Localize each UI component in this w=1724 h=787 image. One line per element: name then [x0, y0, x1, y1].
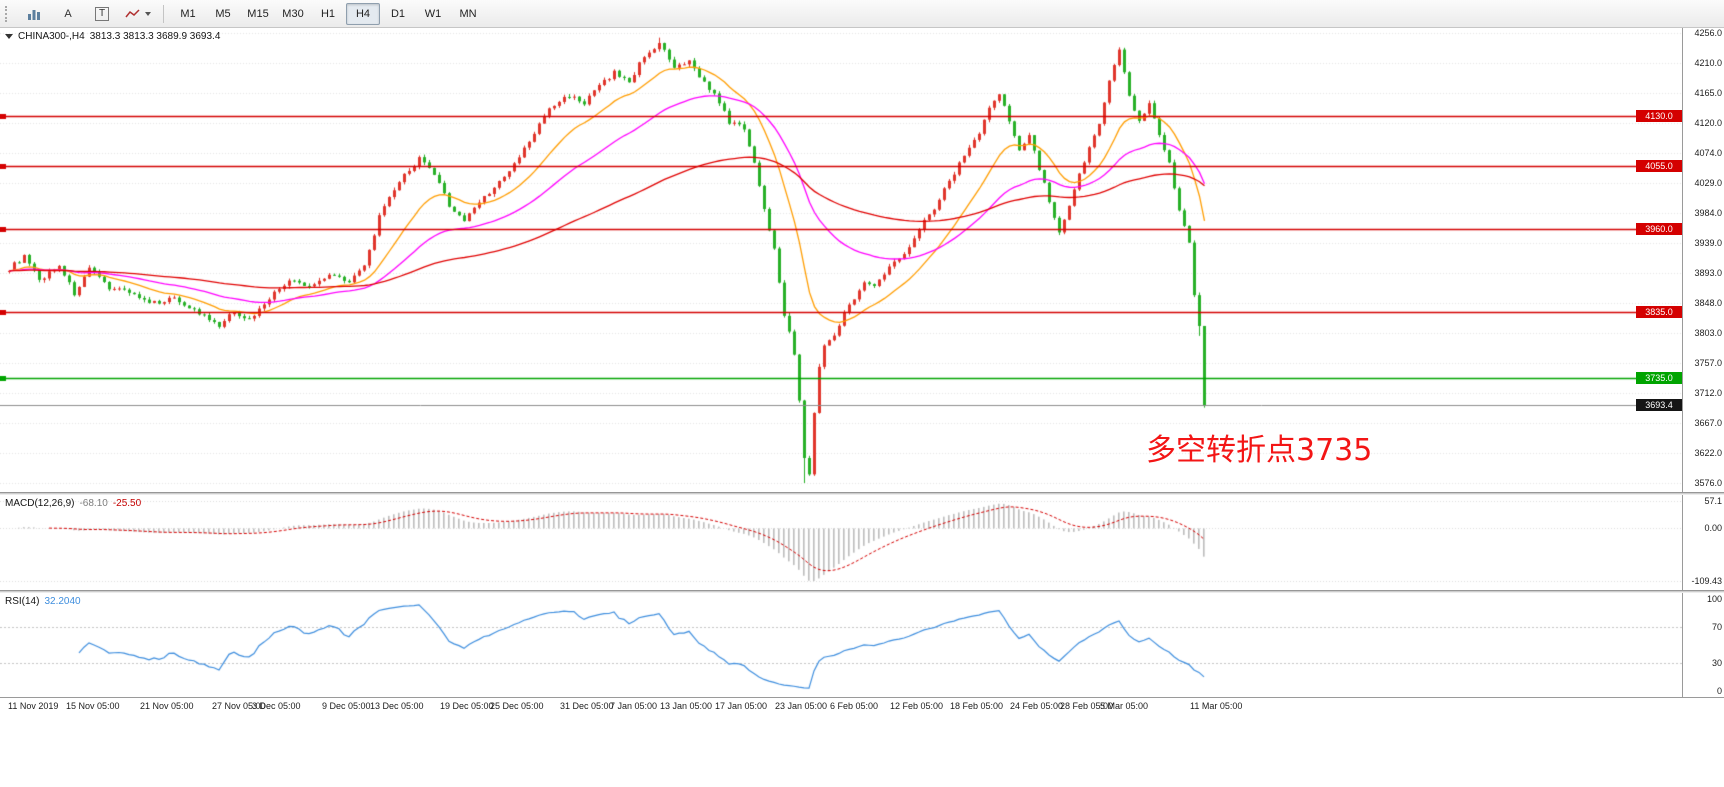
- rsi-scale-label: 30: [1711, 658, 1722, 669]
- time-axis-label: 21 Nov 05:00: [140, 701, 194, 711]
- time-axis-label: 28 Feb 05:00: [1060, 701, 1114, 711]
- level-price-tag: 4055.0: [1636, 160, 1682, 172]
- macd-panel: MACD(12,26,9) -68.10 -25.50 57.1 0.00 -109…: [0, 495, 1724, 590]
- price-scale-label: 4120.0: [1694, 118, 1722, 128]
- rsi-scale-label: 100: [1706, 594, 1722, 604]
- macd-value: -68.10: [79, 498, 108, 509]
- rsi-scale[interactable]: 100 70 30 0: [1682, 593, 1724, 697]
- price-scale[interactable]: 4256.0 4210.0 4165.0 4120.0 4074.0 4029.0 3984…: [1682, 28, 1724, 492]
- time-axis-label: 13 Jan 05:00: [660, 701, 713, 711]
- time-axis-label: 11 Nov 2019: [8, 701, 59, 711]
- toolbar: A T M1 M5 M15 M30 H1 H4 D1 W1 MN: [0, 0, 1724, 28]
- rsi-scale-label: 0: [1716, 686, 1722, 696]
- price-scale-label: 3757.0: [1694, 358, 1722, 369]
- panel-separator[interactable]: [0, 590, 1724, 593]
- price-scale-label: 3939.0: [1694, 237, 1722, 248]
- time-axis-label: 25 Dec 05:00: [490, 701, 544, 711]
- price-scale-label: 3984.0: [1694, 208, 1722, 218]
- time-axis[interactable]: 11 Nov 2019 15 Nov 05:00 21 Nov 05:00 27 No…: [0, 697, 1724, 714]
- time-axis-label: 7 Jan 05:00: [610, 701, 658, 711]
- timeframe-button-m15[interactable]: M15: [247, 7, 269, 20]
- price-scale-label: 4165.0: [1694, 88, 1722, 99]
- toolbar-grip[interactable]: [5, 5, 11, 22]
- price-scale-label: 3667.0: [1694, 417, 1722, 428]
- rsi-canvas[interactable]: [0, 593, 1682, 697]
- timeframe-button-m5[interactable]: M5: [215, 7, 231, 20]
- cursor-tool-button[interactable]: A: [52, 3, 84, 25]
- timeframe-button-m30[interactable]: M30: [282, 7, 304, 20]
- chart-title: CHINA300-,H4 3813.3 3813.3 3689.9 3693.4: [5, 31, 220, 42]
- price-scale-label: 3848.0: [1694, 298, 1722, 308]
- price-chart-canvas[interactable]: [0, 28, 1682, 492]
- indicator-line-icon: [125, 8, 140, 17]
- toolbar-divider: [163, 4, 164, 23]
- level-price-tag: 3735.0: [1636, 371, 1682, 384]
- level-price-tag: 4130.0: [1636, 110, 1682, 123]
- price-chart-panel: CHINA300-,H4 3813.3 3813.3 3689.9 3693.4…: [0, 28, 1724, 492]
- bar-chart-icon: [28, 9, 40, 20]
- indicators-dropdown-button[interactable]: [120, 3, 156, 25]
- chart-window: CHINA300-,H4 3813.3 3813.3 3689.9 3693.4…: [0, 28, 1724, 787]
- time-axis-label: 6 Feb 05:00: [830, 701, 879, 711]
- price-scale-label: 3712.0: [1694, 388, 1722, 398]
- timeframe-button-d1[interactable]: D1: [390, 7, 406, 20]
- timeframe-button-mn[interactable]: MN: [459, 7, 477, 20]
- time-axis-label: 3 Dec 05:00: [252, 701, 301, 711]
- timeframe-group: M1 M5 M15 M30 H1 H4 D1 W1 MN: [171, 2, 485, 25]
- timeframe-button-m1[interactable]: M1: [180, 7, 196, 20]
- macd-scale-label: -109.43: [1691, 576, 1722, 586]
- rsi-value: 32.2040: [44, 596, 81, 607]
- text-tool-button[interactable]: T: [86, 3, 118, 25]
- collapse-triangle-icon[interactable]: [5, 34, 13, 39]
- price-scale-label: 3893.0: [1694, 268, 1722, 279]
- price-scale-label: 3622.0: [1694, 447, 1722, 458]
- price-scale-label: 4256.0: [1694, 28, 1722, 38]
- macd-scale[interactable]: 57.1 0.00 -109.43: [1682, 495, 1724, 590]
- time-axis-label: 19 Dec 05:00: [440, 701, 494, 711]
- time-axis-label: 31 Dec 05:00: [560, 701, 614, 711]
- macd-scale-label: 0.00: [1704, 523, 1722, 534]
- price-scale-label: 3803.0: [1694, 327, 1722, 338]
- price-scale-label: 4210.0: [1694, 58, 1722, 69]
- rsi-title: RSI(14) 32.2040: [5, 596, 81, 607]
- chevron-down-icon: [145, 11, 151, 16]
- time-axis-label: 23 Jan 05:00: [775, 701, 828, 711]
- time-axis-label: 5 Mar 05:00: [1100, 701, 1149, 711]
- time-axis-label: 13 Dec 05:00: [370, 701, 424, 711]
- timeframe-button-w1[interactable]: W1: [424, 7, 442, 20]
- chart-window-button[interactable]: [18, 3, 50, 25]
- level-price-tag: 3960.0: [1636, 222, 1682, 235]
- empty-area: [0, 714, 1724, 787]
- macd-canvas[interactable]: [0, 495, 1682, 590]
- macd-title: MACD(12,26,9) -68.10 -25.50: [5, 498, 141, 509]
- ohlc-values: 3813.3 3813.3 3689.9 3693.4: [89, 31, 221, 42]
- macd-scale-label: 57.1: [1704, 496, 1722, 506]
- time-axis-label: 11 Mar 05:00: [1190, 701, 1243, 711]
- current-price-tag: 3693.4: [1636, 399, 1682, 412]
- level-price-tag: 3835.0: [1636, 305, 1682, 318]
- price-scale-label: 4074.0: [1694, 148, 1722, 159]
- timeframe-button-h4[interactable]: H4: [346, 2, 380, 25]
- rsi-label: RSI(14): [5, 596, 40, 607]
- symbol-timeframe-label: CHINA300-,H4: [18, 31, 85, 42]
- time-axis-label: 12 Feb 05:00: [890, 701, 944, 711]
- rsi-scale-label: 70: [1711, 621, 1722, 632]
- tool-t-label: T: [94, 6, 110, 21]
- annotation-text: 多空转折点3735: [1146, 433, 1373, 468]
- price-scale-label: 4029.0: [1694, 178, 1722, 189]
- time-axis-label: 9 Dec 05:00: [322, 701, 371, 711]
- price-scale-label: 3576.0: [1694, 478, 1722, 488]
- panel-separator[interactable]: [0, 492, 1724, 495]
- timeframe-button-h1[interactable]: H1: [320, 7, 336, 20]
- time-axis-label: 24 Feb 05:00: [1010, 701, 1064, 711]
- time-axis-label: 18 Feb 05:00: [950, 701, 1004, 711]
- time-axis-label: 15 Nov 05:00: [66, 701, 120, 711]
- rsi-panel: RSI(14) 32.2040 100 70 30 0: [0, 593, 1724, 697]
- time-axis-label: 17 Jan 05:00: [715, 701, 768, 711]
- tool-a-label: A: [64, 7, 72, 20]
- time-axis-label: 27 Nov 05:00: [212, 701, 266, 711]
- macd-label: MACD(12,26,9): [5, 498, 75, 509]
- macd-signal-value: -25.50: [112, 498, 142, 509]
